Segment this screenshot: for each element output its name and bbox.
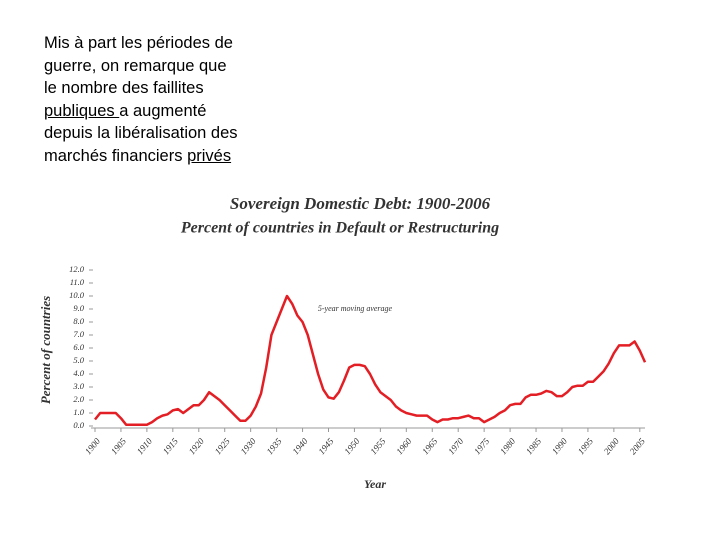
x-tick-label: 1900: [83, 436, 103, 457]
x-tick-label: 1905: [109, 436, 129, 457]
x-tick-label: 1995: [576, 436, 596, 457]
annotation: 5-year moving average: [318, 304, 393, 313]
y-tick-label: 5.0: [73, 355, 84, 365]
x-tick-label: 2000: [602, 436, 622, 457]
text: marchés financiers: [44, 146, 188, 165]
y-tick-label: 12.0: [69, 264, 85, 274]
y-tick-label: 8.0: [73, 316, 84, 326]
text: le nombre des faillites: [44, 79, 204, 97]
text: guerre, on remarque que: [44, 56, 227, 75]
text-line: publiques a augmenté: [44, 100, 238, 123]
y-tick-label: 0.0: [73, 420, 84, 430]
text-line: guerre, on remarque que: [44, 55, 238, 78]
y-tick-label: 11.0: [70, 277, 85, 287]
x-axis-label: Year: [364, 477, 386, 491]
x-tick-label: 1970: [446, 436, 466, 457]
text-line: marchés financiers privés: [44, 145, 238, 168]
chart-title: Sovereign Domestic Debt: 1900-2006: [230, 194, 491, 213]
text: Mis à part les périodes de: [44, 34, 233, 52]
paragraph: Mis à part les périodes de guerre, on rem…: [44, 32, 238, 167]
data-line: [94, 294, 647, 426]
y-tick-label: 3.0: [72, 381, 84, 391]
y-tick-label: 1.0: [73, 407, 84, 417]
y-tick-label: 4.0: [73, 368, 84, 378]
y-tick-label: 2.0: [73, 394, 84, 404]
y-tick-label: 10.0: [69, 290, 85, 300]
y-axis-label: Percent of countries: [38, 296, 53, 404]
x-tick-label: 2005: [628, 436, 648, 457]
text-line: depuis la libéralisation des: [44, 122, 238, 145]
x-tick-label: 1945: [316, 436, 336, 457]
text-line: le nombre des faillites: [44, 77, 238, 100]
x-tick-label: 1980: [498, 436, 518, 457]
text-line: Mis à part les périodes de: [44, 32, 238, 55]
text: a augmenté: [119, 101, 207, 120]
y-tick-label: 6.0: [73, 342, 84, 352]
underlined-text: publiques: [44, 101, 120, 120]
x-tick-label: 1915: [161, 436, 181, 457]
x-tick-label: 1985: [524, 436, 544, 457]
x-tick-label: 1930: [239, 436, 259, 457]
x-tick-label: 1990: [550, 436, 570, 457]
x-tick-label: 1975: [472, 436, 492, 457]
x-tick-label: 1950: [342, 436, 362, 457]
y-tick-label: 7.0: [73, 329, 84, 339]
x-tick-label: 1955: [368, 436, 388, 457]
x-tick-label: 1925: [213, 436, 233, 457]
y-tick-label: 9.0: [73, 303, 84, 313]
x-tick-label: 1935: [264, 436, 284, 457]
x-tick-label: 1940: [290, 436, 310, 457]
x-tick-label: 1910: [135, 436, 155, 457]
x-tick-label: 1965: [420, 436, 440, 457]
chart-subtitle: Percent of countries in Default or Restr…: [180, 220, 499, 237]
underlined-text: privés: [187, 146, 232, 165]
x-tick-label: 1920: [187, 436, 207, 457]
x-tick-label: 1960: [394, 436, 414, 457]
text: depuis la libéralisation des: [44, 124, 238, 142]
